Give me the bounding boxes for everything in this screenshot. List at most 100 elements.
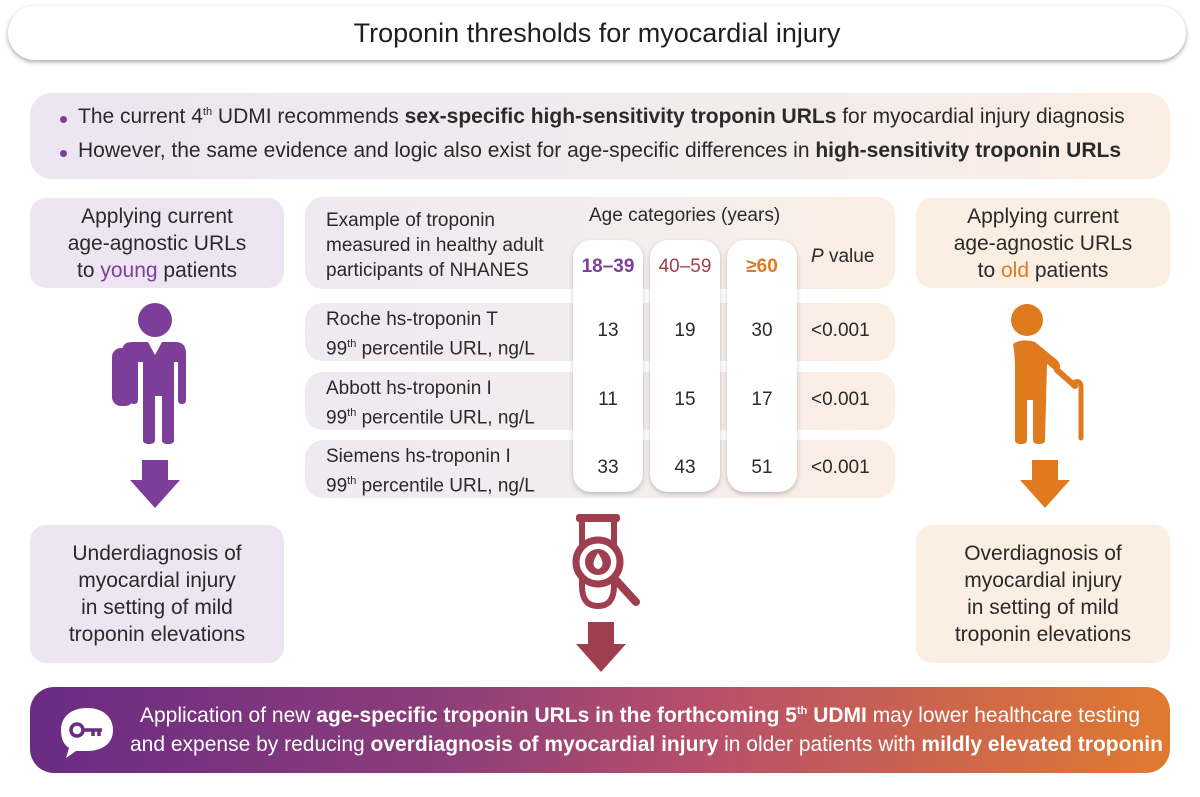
column-60-plus [727,240,797,492]
assay-name: Abbott hs-troponin I [326,378,492,399]
intro-panel: The current 4th UDMI recommends sex-spec… [30,93,1170,179]
right-bottom-line: Overdiagnosis of [964,542,1122,565]
p-italic: P [811,246,824,267]
table-cell: 19 [674,320,696,341]
left-top-line: to young patients [68,257,247,284]
table-cell: 11 [598,389,618,410]
url-pre: 99 [326,475,348,497]
column-header-18-39: 18–39 [581,256,635,277]
row-label: Abbott hs-troponin I 99th percentile URL… [326,377,535,430]
conclusion-panel: Application of new age-specific troponin… [30,687,1170,773]
conclusion-bold: mildly elevated troponin [921,733,1163,756]
conclusion-bold: age-specific troponin URLs in the forthc… [316,704,797,727]
p-value-cell: <0.001 [811,457,870,478]
p-value-cell: <0.001 [811,320,870,341]
left-young-box: Applying current age-agnostic URLs to yo… [30,198,284,288]
page-title-text: Troponin thresholds for myocardial injur… [353,17,841,48]
p-value-cell: <0.001 [811,389,870,410]
table-cell: 33 [597,457,619,478]
p-value-header: P value [811,246,874,268]
intro-bullet-1-mid: UDMI recommends [212,105,405,128]
url-post: percentile URL, ng/L [356,475,535,497]
url-post: percentile URL, ng/L [356,338,535,360]
url-pre: 99 [326,338,348,360]
intro-bullet-2-bold: high-sensitivity troponin URLs [815,139,1122,162]
left-top-line: Applying current [81,204,233,228]
right-top-line: age-agnostic URLs [953,231,1133,255]
table-header-line: measured in healthy adult [326,235,544,256]
test-tube-magnifier-icon [572,514,640,610]
conclusion-bold: overdiagnosis of myocardial injury [370,733,719,756]
right-overdiagnosis-box: Overdiagnosis of myocardial injury in se… [916,525,1170,663]
conclusion-text: Application of new [139,704,317,727]
age-categories-label: Age categories (years) [589,205,781,226]
conclusion-text: in older patients with [718,733,922,756]
conclusion-text: and expense by reducing [130,733,371,756]
center-down-arrow-icon [576,622,626,672]
table-cell: 13 [597,320,619,341]
table-cell: 51 [751,457,773,478]
key-speech-bubble-icon [61,708,113,758]
row-label: Siemens hs-troponin I 99th percentile UR… [326,445,535,498]
left-bottom-line: Underdiagnosis of [72,542,242,565]
column-18-39 [573,240,643,492]
intro-bullet-1-text: The current 4 [78,105,203,128]
conclusion-sup: th [796,705,808,717]
left-top-line: age-agnostic URLs [67,231,247,255]
right-bottom-line: troponin elevations [954,623,1132,646]
left-bottom-line: troponin elevations [68,623,246,646]
url-sup: th [347,407,357,419]
conclusion-line-1: Application of new age-specific troponin… [130,704,1150,728]
intro-bullet-1: The current 4th UDMI recommends sex-spec… [78,105,1125,129]
table-cell: 17 [751,389,773,410]
column-header-40-59: 40–59 [658,256,712,277]
column-40-59 [650,240,720,492]
column-header-60-plus: ≥60 [746,256,778,277]
right-bottom-line: in setting of mild [967,596,1119,619]
left-underdiagnosis-box: Underdiagnosis of myocardial injury in s… [30,525,284,663]
right-top-pre: to [977,258,1001,282]
left-down-arrow-icon [130,460,180,508]
table-cell: 15 [674,389,696,410]
right-top-line: to old patients [954,257,1133,284]
right-top-line: Applying current [967,204,1119,228]
old-accent: old [1000,258,1029,282]
url-pre: 99 [326,407,348,429]
intro-bullet-1-bold: sex-specific high-sensitivity troponin U… [404,105,837,128]
bullet-dot [60,116,67,123]
url-post: percentile URL, ng/L [356,407,535,429]
url-sup: th [347,475,357,487]
page-title: Troponin thresholds for myocardial injur… [8,6,1186,60]
left-top-post: patients [157,258,237,282]
right-top-post: patients [1029,258,1109,282]
assay-name: Siemens hs-troponin I [326,446,511,467]
url-sup: th [347,338,357,350]
young-accent: young [100,258,158,282]
assay-url: 99th percentile URL, ng/L [326,332,535,361]
right-down-arrow-icon [1020,460,1070,508]
table-header-line: participants of NHANES [326,260,529,281]
conclusion-bold: UDMI [807,704,867,727]
table-header-description: Example of troponin measured in healthy … [326,208,544,283]
assay-url: 99th percentile URL, ng/L [326,401,535,430]
elderly-person-with-cane-icon [1011,304,1084,444]
intro-bullet-2: However, the same evidence and logic als… [78,139,1121,163]
left-bottom-line: in setting of mild [81,596,233,619]
young-person-icon [112,303,186,444]
intro-bullet-1-post: for myocardial injury diagnosis [836,105,1125,128]
conclusion-text: may lower healthcare testing [866,704,1140,727]
bullet-dot [60,150,67,157]
right-old-box: Applying current age-agnostic URLs to ol… [916,198,1170,288]
right-bottom-line: myocardial injury [964,569,1122,592]
table-header-line: Example of troponin [326,210,495,231]
table-cell: 43 [674,457,696,478]
row-label: Roche hs-troponin T 99th percentile URL,… [326,308,535,361]
intro-bullet-2-text: However, the same evidence and logic als… [78,139,816,162]
table-cell: 30 [751,320,773,341]
conclusion-line-2: and expense by reducing overdiagnosis of… [130,733,1163,757]
intro-bullet-1-sup: th [202,106,213,118]
assay-url: 99th percentile URL, ng/L [326,469,535,498]
left-bottom-line: myocardial injury [78,569,236,592]
p-value-rest: value [823,246,875,267]
left-top-pre: to [77,258,101,282]
